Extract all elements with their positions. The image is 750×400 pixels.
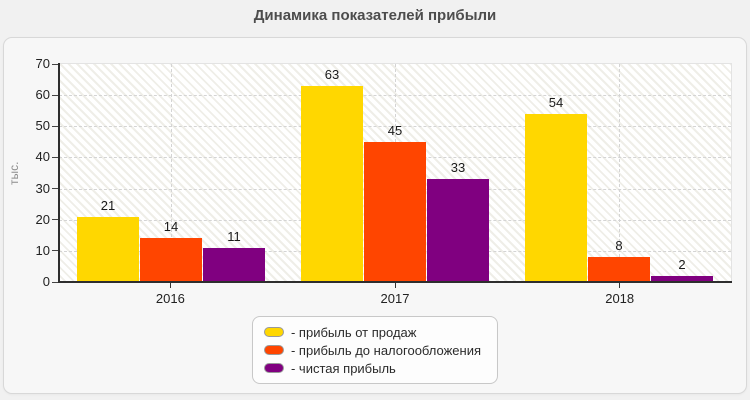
- bar-group-2017: 63 45 33: [283, 64, 507, 282]
- plot-area: 21 14 11 63 45 33 54 8 2: [52, 63, 732, 283]
- chart-panel: тыс. 0 10 20 30 40 50 60 70 21 14 11 63 45 33 54 8 2 20…: [3, 37, 747, 394]
- legend-item-1: - прибыль от продаж: [263, 324, 481, 340]
- bar-value-label: 2: [678, 256, 686, 272]
- x-axis-labels: 2016 2017 2018: [58, 283, 732, 306]
- x-tick-mark-2017: [394, 283, 396, 288]
- bar-value-label: 14: [163, 219, 179, 235]
- legend-swatch-1: [263, 327, 284, 337]
- x-tick-mark-2016: [169, 283, 171, 288]
- bar-прибыль-от-продаж-2018: 54: [525, 95, 587, 282]
- bar-value-label: 21: [100, 197, 116, 213]
- bar-чистая-прибыль-2016: 11: [203, 229, 265, 282]
- gridline-v-2018: [619, 64, 620, 282]
- legend-swatch-2: [263, 345, 284, 355]
- bar-value-label: 45: [387, 122, 403, 138]
- bar-value-label: 63: [324, 66, 340, 82]
- bar-group-2016: 21 14 11: [59, 64, 283, 282]
- y-tick-mark-70: [52, 63, 58, 65]
- legend-swatch-3: [263, 363, 284, 373]
- y-tick-label-10: 10: [35, 242, 50, 258]
- bar-group-2018: 54 8 2: [507, 64, 731, 282]
- bar-чистая-прибыль-2017: 33: [427, 160, 489, 282]
- y-axis-tick-labels: 0 10 20 30 40 50 60 70: [8, 56, 50, 289]
- x-category-label-2018: 2018: [605, 291, 635, 306]
- y-tick-label-0: 0: [42, 274, 50, 289]
- x-category-label-2017: 2017: [380, 291, 410, 306]
- bar-прибыль-от-продаж-2017: 63: [301, 67, 363, 282]
- y-tick-mark-20: [52, 219, 58, 221]
- legend-item-3: - чистая прибыль: [263, 360, 481, 376]
- x-cell-2018: 2018: [507, 283, 732, 306]
- chart-title: Динамика показателей прибыли: [253, 7, 497, 24]
- y-tick-mark-40: [52, 156, 58, 158]
- y-tick-label-70: 70: [35, 56, 50, 71]
- bar-value-label: 11: [227, 228, 241, 244]
- bar-value-label: 54: [548, 94, 564, 110]
- y-tick-label-40: 40: [35, 149, 50, 165]
- gridline-v-2016: [171, 64, 172, 282]
- bar-прибыль-до-налогообложения-2016: 14: [140, 219, 202, 282]
- y-tick-mark-60: [52, 94, 58, 96]
- legend-label-1: - прибыль от продаж: [290, 324, 417, 340]
- x-axis-line: [58, 281, 732, 283]
- legend: - прибыль от продаж - прибыль до налогооб…: [251, 316, 499, 384]
- legend-label-2: - прибыль до налогообложения: [290, 342, 482, 358]
- y-tick-label-30: 30: [35, 180, 50, 196]
- bar-value-label: 33: [450, 160, 466, 176]
- y-tick-mark-30: [52, 188, 58, 190]
- x-cell-2016: 2016: [58, 283, 283, 306]
- y-tick-label-20: 20: [35, 211, 50, 227]
- legend-item-2: - прибыль до налогообложения: [263, 342, 482, 358]
- bar-value-label: 8: [615, 238, 623, 254]
- x-category-label-2016: 2016: [155, 291, 185, 306]
- bar-чистая-прибыль-2018: 2: [651, 257, 713, 282]
- x-tick-mark-2018: [619, 283, 621, 288]
- y-axis-line: [58, 63, 60, 283]
- bar-прибыль-до-налогообложения-2018: 8: [588, 238, 650, 282]
- legend-label-3: - чистая прибыль: [290, 360, 396, 376]
- y-tick-mark-50: [52, 125, 58, 127]
- y-tick-mark-10: [52, 250, 58, 252]
- y-tick-mark-0: [52, 281, 58, 283]
- x-cell-2017: 2017: [283, 283, 508, 306]
- y-tick-label-60: 60: [35, 87, 50, 103]
- y-tick-label-50: 50: [35, 118, 50, 134]
- bar-прибыль-до-налогообложения-2017: 45: [364, 123, 426, 282]
- bar-groups: 21 14 11 63 45 33 54 8 2: [59, 64, 731, 282]
- bar-прибыль-от-продаж-2016: 21: [77, 198, 139, 282]
